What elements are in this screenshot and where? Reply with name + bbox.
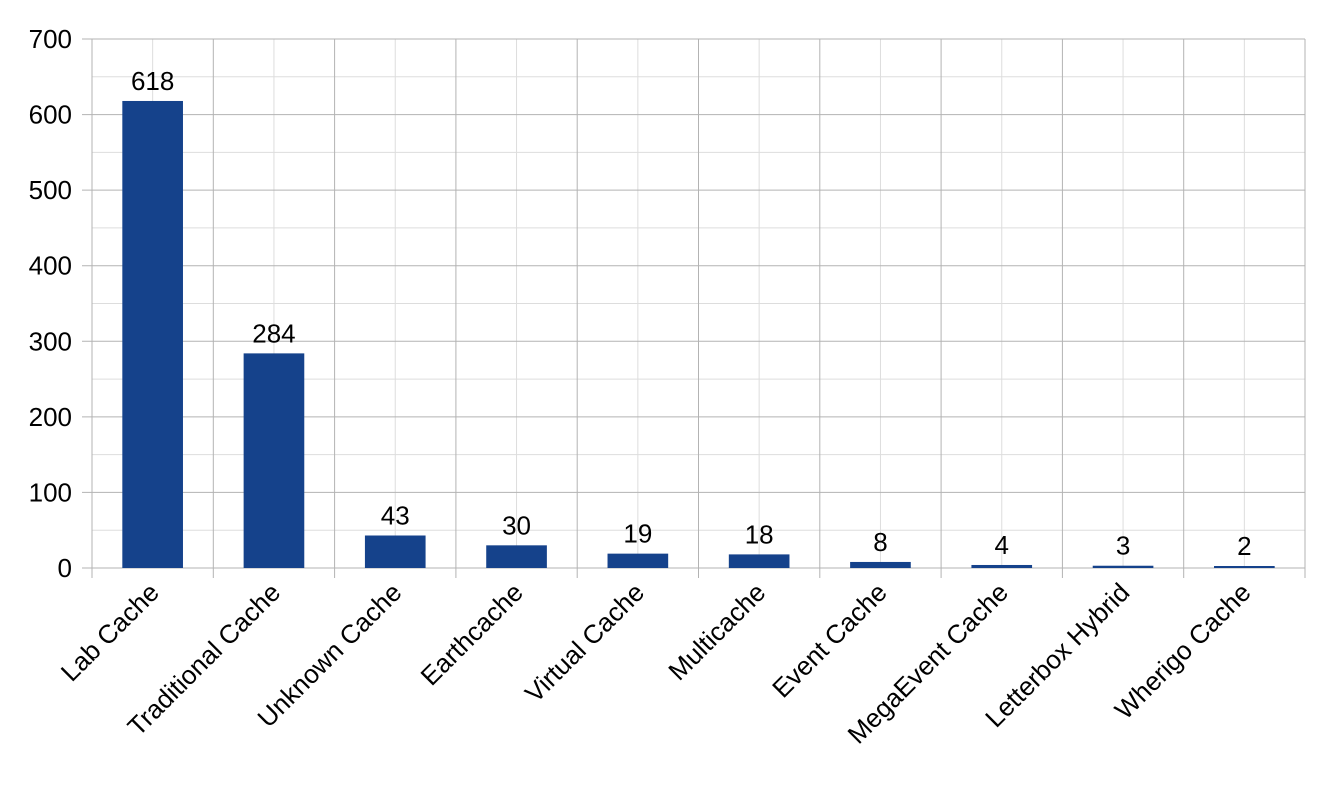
data-label: 8 [873,527,887,557]
y-tick-label: 400 [29,251,72,281]
bar [850,561,911,568]
data-label: 284 [252,318,295,348]
data-label: 43 [381,501,410,531]
y-tick-label: 200 [29,402,72,432]
data-label: 4 [995,530,1009,560]
y-tick-label: 0 [58,553,72,583]
bars [122,100,1275,569]
bar [728,554,790,568]
bar [364,535,426,568]
data-label: 2 [1237,531,1251,561]
x-tick-label: Earthcache [415,577,529,691]
bar [1214,566,1275,568]
data-label: 18 [745,519,774,549]
bar [607,553,669,568]
y-axis-tick-labels: 0 100 200 300 400 500 600 700 [29,24,72,583]
data-label: 19 [623,519,652,549]
y-tick-label: 300 [29,326,72,356]
data-label: 3 [1116,531,1130,561]
data-label: 30 [502,510,531,540]
y-tick-label: 100 [29,477,72,507]
data-label: 618 [131,66,174,96]
y-tick-label: 700 [29,24,72,54]
x-tick-label: Lab Cache [55,577,165,687]
bar [971,564,1033,568]
bar [486,545,547,568]
y-tick-label: 600 [29,100,72,130]
y-tick-label: 500 [29,175,72,205]
bar [243,353,305,568]
x-tick-label: Multicache [662,577,771,686]
x-tick-label: Virtual Cache [519,577,650,708]
x-tick-label: Event Cache [766,577,892,703]
bar [122,100,183,569]
bar [1092,565,1154,568]
